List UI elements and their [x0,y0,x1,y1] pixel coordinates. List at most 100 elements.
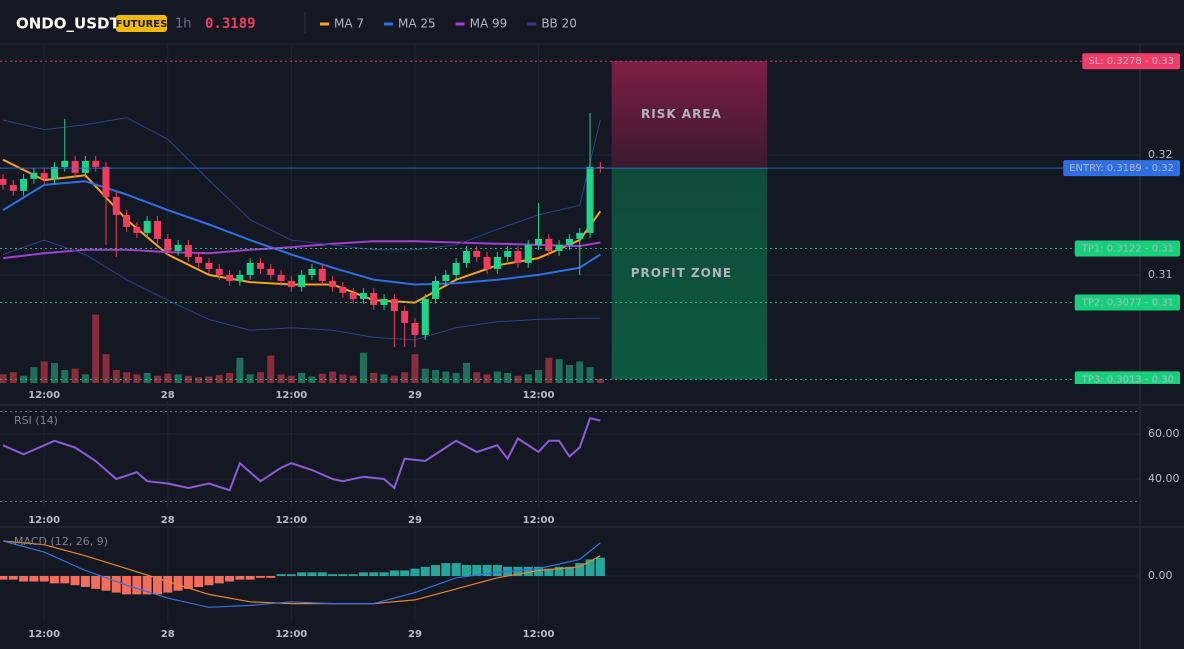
rsi-line [2,417,601,492]
volume-bar [92,314,100,383]
zone-label: RISK AREA [641,107,722,121]
macd-histogram-bar [389,570,399,576]
volume-bar [205,376,213,383]
volume-bar [411,354,419,383]
level-label-bg [1074,294,1180,311]
volume-bar [267,355,275,383]
y-tick-label: 40.00 [1148,472,1180,485]
candle-body [329,280,337,287]
macd-histogram-bar [225,576,235,582]
x-tick-label: 28 [161,629,175,640]
zones: RISK AREA PROFIT ZONE [611,61,768,380]
macd-histogram-bar [70,576,80,586]
legend-label: MA 7 [334,17,364,31]
macd-histogram-bar [266,576,276,578]
badge-text: FUTURES [116,19,168,30]
volume-bar [153,375,161,383]
candle-body [40,172,48,179]
level-label: SL: 0.3278 - 0.33 [1088,56,1174,67]
candle-body [287,280,295,287]
level-label-bg [1074,240,1180,257]
candle-body [565,238,573,245]
candle-body [20,178,28,191]
macd-histogram-bar [523,566,533,576]
macd-histogram-bar [564,566,574,576]
volume-bar [174,374,182,383]
volume-bar [576,361,584,383]
volume-bar [236,357,244,383]
volume-bar [462,362,470,383]
legend-label: MA 25 [398,17,436,31]
volume-bar [277,374,285,383]
macd-histogram-bar [276,574,286,576]
volume-bar [215,375,223,383]
candle-body [215,268,223,275]
macd-histogram-bar [441,563,451,576]
volume-bar [565,365,573,383]
levels: SL: 0.3278 - 0.33 ENTRY: 0.3189 - 0.32 TP1… [0,53,1180,384]
volume-bar [40,361,48,383]
macd-histogram-bar [80,576,90,588]
panel-title: MACD (12, 26, 9) [14,535,108,548]
macd-histogram-bar [338,574,348,576]
macd-histogram-bar [358,572,368,576]
macd-histogram-bar [534,566,544,576]
macd-histogram-bar [482,564,492,576]
candle-body [112,196,120,215]
x-tick-label: 12:00 [275,629,307,640]
volume-bar [30,367,38,383]
volume-bar [329,371,337,383]
zone-label: PROFIT ZONE [631,266,732,280]
badge [116,15,167,32]
volume-bar [71,368,79,383]
macd-histogram-bar [132,576,142,595]
candle-body [390,298,398,311]
volume-bar [370,372,378,383]
volume-bar [586,367,594,383]
x-tick-label: 12:00 [28,390,60,401]
candle-body [277,274,285,281]
volume-bar [452,372,460,383]
macd-histogram-bar [492,564,502,576]
candle-body [473,250,481,257]
candle-body [195,256,203,263]
candle-body [596,166,604,169]
x-tick-label: 29 [408,629,422,640]
candle-body [71,160,79,173]
macd-histogram-bar [235,576,245,580]
macd-histogram-bar [8,576,18,580]
last-price: 0.3189 [205,16,256,32]
candle-body [493,256,501,269]
volume-bar [184,375,192,383]
candle-body [164,238,172,251]
x-tick-label: 29 [408,390,422,401]
x-tick-label: 12:00 [28,629,60,640]
volume-bar [545,357,553,383]
candle-body [92,160,100,167]
macd-histogram-bar [111,576,121,593]
candle-body [576,232,584,239]
zone [611,61,768,169]
interval: 1h [175,17,192,32]
macd-histogram-bar [410,568,420,576]
candle-body [184,244,192,257]
plot [0,112,604,383]
candle-body [174,244,182,251]
candle-body [339,286,347,293]
candle-body [524,244,532,263]
candle-body [514,250,522,263]
volume-bar [50,362,58,383]
macd-histogram-bar [142,576,152,595]
macd-histogram-bar [451,563,461,576]
indicator-line [2,240,601,260]
candle-body [246,262,254,275]
zone [611,168,768,380]
macd-histogram-bar [0,576,8,580]
candle-body [504,250,512,257]
macd-histogram-bar [379,572,389,576]
candle-body [452,262,460,275]
macd-histogram-bar [163,576,173,593]
macd-histogram-bar [328,574,338,576]
level-label: TP2: 0.3077 - 0.31 [1081,298,1174,309]
